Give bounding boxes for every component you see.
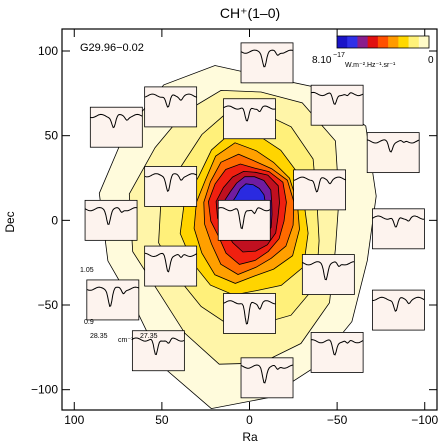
- inset-x-left-label: 28.35: [90, 333, 108, 340]
- spectrum-6: [366, 132, 420, 174]
- spectrum-box: [310, 332, 364, 373]
- spectrum-18: [310, 332, 364, 373]
- spectrum-box: [84, 199, 138, 241]
- spectrum-box: [372, 289, 425, 331]
- spectrum-1: [240, 42, 294, 84]
- colorbar-swatch-6: [398, 36, 410, 48]
- spectrum-line: [293, 176, 346, 193]
- spectrum-box: [131, 330, 185, 372]
- spectrum-line: [144, 173, 197, 192]
- spectrum-box: [240, 42, 294, 84]
- colorbar-swatch-8: [418, 36, 430, 48]
- spectrum-box: [86, 279, 140, 321]
- spectrum-7: [84, 199, 138, 241]
- spectrum-line: [311, 339, 364, 356]
- spectrum-line: [240, 364, 294, 384]
- spectrum-line: [86, 286, 140, 307]
- spectrum-box: [310, 84, 364, 126]
- spectrum-10: [372, 208, 425, 250]
- colorbar-max-label: 8.10: [312, 55, 332, 66]
- spectrum-line: [372, 215, 425, 228]
- spectrum-19: [240, 357, 294, 399]
- spectrum-11: [217, 199, 271, 241]
- y-tick-label-4: −100: [31, 383, 58, 397]
- colorbar: [336, 35, 430, 49]
- spectrum-line: [367, 139, 420, 153]
- spectrum-line: [84, 206, 138, 225]
- colorbar-exp-label: −17: [333, 52, 345, 59]
- colorbar-swatch-1: [347, 36, 358, 48]
- spectrum-box: [240, 357, 294, 399]
- x-tick-label-1: 50: [155, 413, 169, 427]
- y-axis-label: Dec: [3, 211, 17, 232]
- colorbar-swatch-2: [357, 36, 369, 48]
- spectrum-line: [372, 296, 425, 312]
- spectra-insets: [84, 42, 425, 399]
- colorbar-units-label: W.m⁻².Hz⁻¹.sr⁻¹: [345, 62, 396, 69]
- spectrum-box: [372, 208, 425, 250]
- spectrum-box: [301, 254, 355, 295]
- spectrum-line: [144, 252, 197, 273]
- spectrum-box: [144, 245, 198, 287]
- spectrum-box: [89, 106, 143, 148]
- spectrum-line: [90, 113, 143, 129]
- y-tick-label-1: 50: [45, 129, 59, 143]
- spectrum-13: [301, 254, 355, 295]
- spectrum-box: [144, 166, 198, 207]
- inset-y-bottom-label: 0.9: [84, 319, 94, 326]
- x-tick-label-3: −50: [327, 413, 348, 427]
- spectrum-8: [144, 166, 198, 207]
- inset-x-unit-label: cm⁻¹: [118, 337, 134, 344]
- y-tick-label-3: −50: [38, 298, 59, 312]
- inset-y-top-label: 1.05: [80, 267, 94, 274]
- spectrum-box: [293, 169, 346, 211]
- spectrum-box: [223, 98, 276, 140]
- x-axis-label: Ra: [242, 430, 258, 444]
- colorbar-swatch-3: [367, 36, 379, 48]
- spectrum-box: [144, 86, 198, 128]
- spectrum-4: [223, 98, 276, 140]
- chart-title: CH⁺(1–0): [220, 5, 280, 21]
- spectrum-line: [302, 261, 355, 281]
- spectrum-line: [144, 93, 197, 108]
- spectrum-line: [218, 207, 271, 230]
- spectrum-12: [144, 245, 198, 287]
- colorbar-swatch-0: [337, 36, 348, 48]
- colorbar-swatch-5: [388, 36, 399, 48]
- spectrum-line: [240, 49, 294, 68]
- spectrum-line: [223, 105, 276, 122]
- inset-x-right-label: 27.35: [140, 333, 158, 340]
- y-tick-label-2: 0: [51, 213, 58, 227]
- colorbar-swatch-4: [377, 36, 389, 48]
- x-tick-label-4: −100: [411, 413, 438, 427]
- spectrum-box: [366, 132, 420, 174]
- spectrum-line: [310, 91, 364, 105]
- x-tick-label-2: 0: [246, 413, 253, 427]
- spectrum-9: [293, 169, 346, 211]
- colorbar-min-label: 0: [428, 55, 434, 66]
- x-tick-label-0: 100: [64, 413, 84, 427]
- spectrum-box: [217, 199, 271, 241]
- spectrum-16: [223, 293, 276, 334]
- spectrum-line: [223, 300, 276, 325]
- spectrum-14: [86, 279, 140, 321]
- spectrum-17: [131, 330, 185, 372]
- spectrum-15: [372, 289, 425, 331]
- source-label: G29.96−0.02: [80, 42, 144, 54]
- y-tick-label-0: 100: [38, 44, 58, 58]
- colorbar-swatch-7: [408, 36, 420, 48]
- spectrum-5: [310, 84, 364, 126]
- plot-frame: 100 50 0 −50 −100 100 50 0 −50 −100: [31, 28, 439, 427]
- spectrum-3: [144, 86, 198, 128]
- spectrum-2: [89, 106, 143, 148]
- spectrum-line: [132, 337, 185, 356]
- colorbar-border: [336, 35, 430, 49]
